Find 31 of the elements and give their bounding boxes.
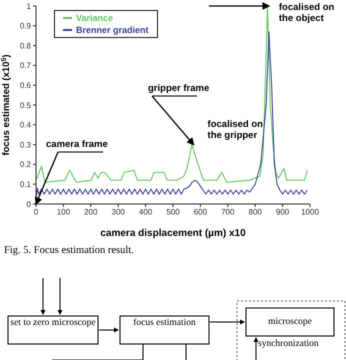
- x-tick-label: 900: [276, 208, 290, 217]
- y-tick-label: 0.5: [20, 100, 32, 110]
- x-tick-label: 800: [248, 208, 262, 217]
- y-tick-label: 0.2: [20, 160, 32, 170]
- y-tick-label: 0.8: [20, 41, 32, 50]
- legend-label: Variance: [76, 12, 114, 24]
- y-tick-label: 1: [26, 2, 32, 11]
- x-tick-label: 1000: [301, 208, 320, 217]
- x-tick-label: 600: [194, 208, 208, 217]
- annotation: focalised on the object: [278, 2, 336, 24]
- y-tick-label: 0.3: [20, 140, 32, 150]
- x-tick-label: 100: [56, 208, 71, 217]
- y-tick-label: 0: [26, 200, 32, 209]
- legend-label: Brenner gradient: [76, 24, 149, 36]
- annotation: camera frame: [46, 139, 108, 150]
- x-tick-label: 700: [221, 208, 236, 217]
- y-tick-label: 0.9: [20, 22, 32, 31]
- annotation: focalised on the gripper: [208, 118, 264, 141]
- x-tick-label: 500: [166, 208, 180, 217]
- x-tick-label: 0: [34, 208, 39, 217]
- y-tick-label: 0.7: [20, 61, 32, 70]
- x-tick-label: 400: [138, 208, 153, 217]
- block-diagram: set to zero microscope focus estimation microscope synchronization: [0, 268, 346, 360]
- y-tick-label: 0.6: [20, 81, 32, 90]
- caption: Fig. 5. Focus estimation result.: [4, 245, 134, 256]
- y-tick-label: 0.1: [20, 180, 32, 190]
- x-axis-title: camera displacement (µm) x10: [100, 228, 246, 239]
- x-tick-label: 300: [112, 208, 126, 217]
- annotation: gripper frame: [148, 83, 210, 94]
- x-tick-label: 200: [84, 208, 98, 217]
- y-tick-label: 0.4: [20, 120, 32, 130]
